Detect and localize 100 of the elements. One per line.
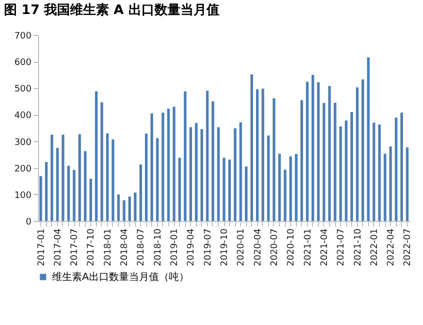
bar <box>89 178 92 221</box>
x-tick-label: 2018-07 <box>136 228 147 266</box>
bar <box>134 192 136 221</box>
bar <box>284 170 286 221</box>
bar <box>106 133 109 221</box>
bar <box>406 147 409 221</box>
y-tick-label: 500 <box>14 84 32 95</box>
y-tick-label: 600 <box>14 58 32 68</box>
bar <box>262 88 264 221</box>
bar <box>350 112 353 221</box>
x-tick-label: 2019-10 <box>220 228 230 266</box>
bar <box>178 158 181 221</box>
bar <box>84 151 86 221</box>
x-tick-label: 2017-04 <box>53 228 64 266</box>
bar <box>144 134 148 221</box>
x-tick-label: 2018-01 <box>103 228 114 266</box>
bar <box>272 98 276 221</box>
bar <box>384 154 386 221</box>
bar <box>256 89 259 221</box>
bar <box>156 138 159 221</box>
bar <box>334 102 336 221</box>
bar <box>200 129 204 221</box>
bar <box>312 74 314 221</box>
bar <box>167 108 170 221</box>
bar <box>389 146 392 221</box>
x-tick-label: 2017-01 <box>36 228 47 266</box>
bar <box>139 164 142 221</box>
bar <box>250 74 254 221</box>
bar <box>95 91 98 221</box>
bar <box>289 156 292 221</box>
bar <box>212 101 214 221</box>
bar <box>372 122 376 221</box>
x-tick-label: 2020-10 <box>286 228 297 266</box>
bar <box>222 158 226 221</box>
x-tick-label: 2021-07 <box>336 228 347 266</box>
x-tick-label: 2017-10 <box>86 228 97 266</box>
bar <box>172 106 176 221</box>
bar <box>394 118 398 221</box>
x-tick-label: 2022-04 <box>386 228 397 266</box>
x-tick-label: 2021-10 <box>353 228 364 266</box>
y-tick-label: 100 <box>14 190 32 201</box>
bar <box>50 134 54 221</box>
bar <box>306 82 309 221</box>
bar <box>400 112 403 221</box>
bar <box>194 122 198 221</box>
y-tick-label: 0 <box>26 218 32 228</box>
bar <box>78 134 81 221</box>
bar <box>239 122 242 221</box>
bar <box>56 148 59 221</box>
bar <box>39 176 42 221</box>
x-tick-label: 2019-04 <box>186 228 197 266</box>
bar <box>267 135 270 221</box>
chart-title: 图 17 我国维生素 A 出口数量当月值 <box>4 2 220 18</box>
bar <box>206 90 209 221</box>
x-tick-label: 2018-10 <box>153 228 164 266</box>
bar <box>356 87 359 221</box>
bar <box>362 79 364 221</box>
x-tick-label: 2019-07 <box>203 228 214 266</box>
bar <box>234 128 236 221</box>
bar <box>328 86 331 221</box>
bar <box>45 162 48 221</box>
x-tick-label: 2020-01 <box>236 228 247 266</box>
bar <box>72 170 76 221</box>
bar <box>367 57 370 221</box>
bar <box>62 134 64 221</box>
x-tick-label: 2022-01 <box>370 228 380 266</box>
bar <box>317 82 320 221</box>
bar <box>378 124 381 221</box>
x-tick-label: 2021-04 <box>320 228 330 266</box>
bar <box>100 102 104 221</box>
y-tick-label: 700 <box>14 32 32 42</box>
y-tick-label: 200 <box>14 164 32 174</box>
bar <box>300 100 304 221</box>
y-tick-label: 400 <box>14 111 32 122</box>
bar <box>217 127 220 221</box>
bar <box>112 139 114 221</box>
y-tick-label: 300 <box>14 138 32 148</box>
x-tick-label: 2019-01 <box>170 228 180 266</box>
bar <box>244 166 248 221</box>
bar <box>344 120 348 221</box>
bar <box>294 154 298 221</box>
bar <box>128 196 131 221</box>
bar <box>162 112 164 221</box>
x-tick-label: 2017-07 <box>70 228 80 266</box>
bar <box>278 154 281 221</box>
bar <box>189 127 192 221</box>
bar <box>339 126 342 221</box>
bar <box>150 113 154 221</box>
bar <box>117 194 120 221</box>
bar <box>322 103 326 221</box>
x-tick-label: 2020-04 <box>253 228 264 266</box>
x-tick-label: 2022-07 <box>403 228 414 266</box>
bar <box>184 91 186 221</box>
legend-label: 维生素A出口数量当月值（吨） <box>52 271 189 283</box>
bar <box>228 160 231 221</box>
x-tick-label: 2020-07 <box>270 228 280 266</box>
bar <box>67 166 70 221</box>
x-tick-label: 2018-04 <box>120 228 130 266</box>
bar <box>122 200 126 221</box>
x-tick-label: 2021-01 <box>303 228 314 266</box>
